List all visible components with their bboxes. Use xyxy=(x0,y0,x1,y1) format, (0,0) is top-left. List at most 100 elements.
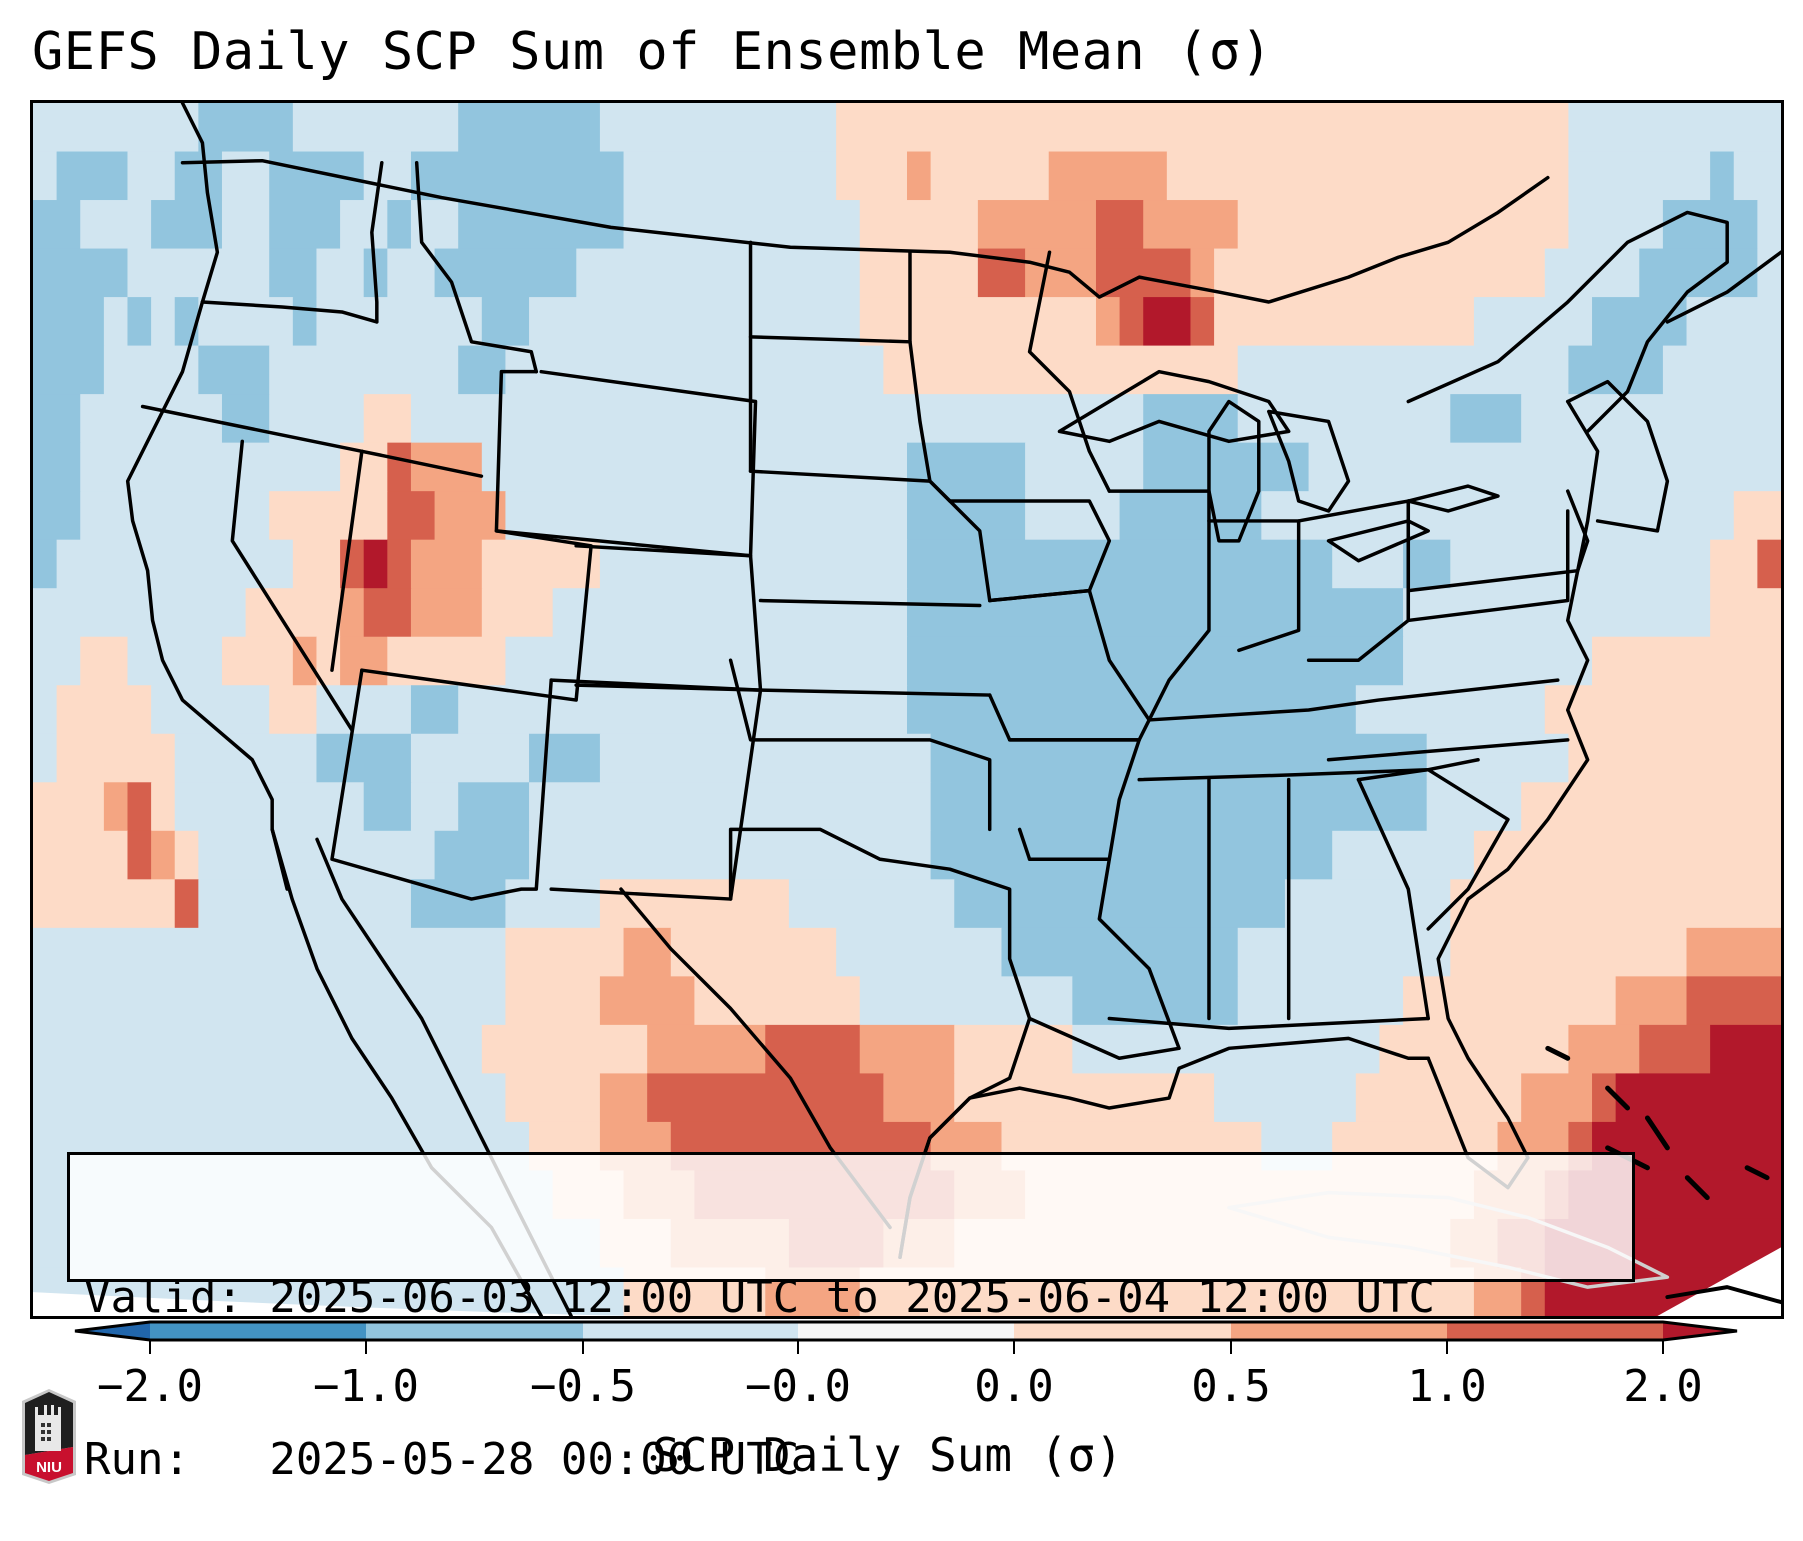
field-cell xyxy=(859,200,979,250)
field-cell xyxy=(33,297,105,347)
field-cell xyxy=(552,588,908,638)
field-cell xyxy=(859,297,1097,347)
field-cell xyxy=(434,491,507,541)
field-cell xyxy=(33,976,507,1026)
bahamas-islands xyxy=(1545,1045,1770,1201)
field-cell xyxy=(907,588,1404,638)
colorbar-bin xyxy=(1014,1322,1231,1340)
field-cell xyxy=(33,782,105,832)
field-cell xyxy=(1214,248,1546,298)
field-cell xyxy=(623,927,672,977)
field-cell xyxy=(221,636,294,686)
field-cell xyxy=(80,442,341,492)
pa-box xyxy=(1406,499,1570,623)
tick-label: −2.0 xyxy=(97,1361,203,1412)
field-cell xyxy=(505,345,884,395)
field-cell xyxy=(529,782,932,832)
field-cell xyxy=(954,1073,1215,1123)
field-cell xyxy=(33,1024,483,1074)
colorbar-axis-label-text: SCP Daily Sum (σ) xyxy=(652,1428,1123,1482)
field-cell xyxy=(127,830,152,880)
field-cell xyxy=(174,297,199,347)
field-cell xyxy=(1119,297,1144,347)
field-cell xyxy=(80,636,129,686)
field-cell xyxy=(33,200,81,250)
niu-logo-icon: NIU xyxy=(22,1389,76,1484)
tx-ok xyxy=(728,658,992,832)
field-cell xyxy=(387,200,412,250)
field-cell xyxy=(127,248,270,298)
field-cell xyxy=(1166,151,1570,201)
field-cell xyxy=(33,151,58,201)
scp-field-layer xyxy=(33,103,1781,1316)
tick-label: −1.0 xyxy=(313,1361,419,1412)
field-cell xyxy=(103,782,129,832)
field-cell xyxy=(529,733,601,783)
field-cell xyxy=(1214,1073,1357,1123)
field-cell xyxy=(1143,442,1310,492)
field-cell xyxy=(33,491,81,541)
field-cell xyxy=(623,151,837,201)
field-cell xyxy=(269,248,318,298)
field-cell xyxy=(859,248,979,298)
field-cell xyxy=(1686,976,1781,1026)
ne-ks xyxy=(758,598,982,608)
field-cell xyxy=(907,539,1333,589)
field-cell xyxy=(930,782,1428,832)
field-cell xyxy=(410,588,483,638)
field-cell xyxy=(1214,297,1475,347)
field-cell xyxy=(269,491,388,541)
colorbar-axis-label: SCP Daily Sum (σ) xyxy=(0,1428,1803,1482)
field-cell xyxy=(505,976,601,1026)
field-cell xyxy=(198,879,412,929)
field-cell xyxy=(33,636,81,686)
us-canada-border xyxy=(180,158,1550,304)
field-cell xyxy=(1025,442,1144,492)
field-cell xyxy=(1733,491,1781,541)
lake-ontario xyxy=(1406,484,1500,513)
field-cell xyxy=(1592,1073,1617,1123)
wy-box xyxy=(494,369,758,558)
field-cell xyxy=(198,103,294,153)
valid-time-line: Valid: 2025-06-03 12:00 UTC to 2025-06-0… xyxy=(84,1272,1436,1323)
field-cell xyxy=(103,297,129,347)
field-cell xyxy=(1001,927,1239,977)
il-in-oh xyxy=(1107,489,1211,722)
field-cell xyxy=(434,830,530,880)
field-cell xyxy=(1639,1024,1711,1074)
field-cell xyxy=(127,636,223,686)
co-box xyxy=(574,544,763,692)
field-cell xyxy=(33,927,507,977)
colorbar-bin xyxy=(366,1322,583,1340)
field-cell xyxy=(1048,151,1168,201)
ny-pa xyxy=(1406,489,1590,593)
field-cell xyxy=(505,1073,601,1123)
field-cell xyxy=(1710,539,1758,589)
valid-run-info-box: Valid: 2025-06-03 12:00 UTC to 2025-06-0… xyxy=(67,1152,1635,1485)
field-cell xyxy=(410,394,1144,444)
field-cell xyxy=(458,103,601,153)
field-cell xyxy=(33,879,176,929)
field-cell xyxy=(316,685,412,735)
field-cell xyxy=(505,636,908,686)
field-cell xyxy=(33,1073,507,1123)
ks-ok xyxy=(758,688,992,697)
field-cell xyxy=(363,539,388,589)
field-cell xyxy=(836,927,1003,977)
field-cell xyxy=(269,345,459,395)
in-oh xyxy=(1207,519,1301,653)
field-cell xyxy=(576,248,861,298)
field-cell xyxy=(1143,200,1239,250)
field-cell xyxy=(859,1024,955,1074)
field-cell xyxy=(505,491,908,541)
field-cell xyxy=(1615,1073,1781,1123)
va-nc xyxy=(1326,738,1570,762)
field-cell xyxy=(1237,976,1404,1026)
gulf-coastline xyxy=(898,1036,1430,1260)
field-cell xyxy=(1426,782,1522,832)
field-cell xyxy=(1403,588,1711,638)
field-cell xyxy=(1450,394,1522,444)
field-cell xyxy=(694,976,861,1026)
field-cell xyxy=(1757,200,1781,250)
colorbar-bin xyxy=(150,1322,366,1340)
